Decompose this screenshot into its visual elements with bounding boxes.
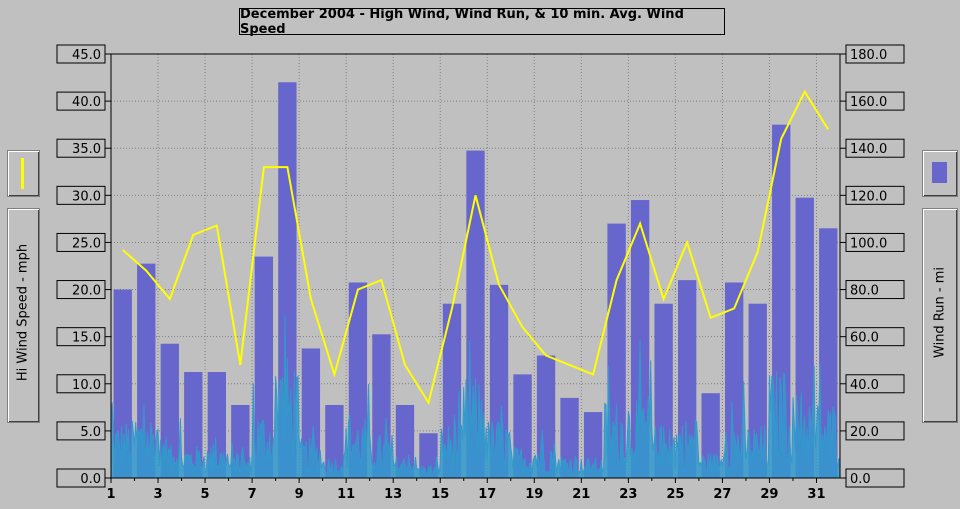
left-tick-box (56, 374, 106, 394)
right-tick-label: 0.0 (850, 472, 871, 487)
x-tick-label: 25 (666, 487, 684, 502)
right-tick-label: 160.0 (850, 95, 887, 110)
legend-wind-run (922, 150, 958, 197)
left-tick-label: 5.0 (80, 425, 101, 440)
left-tick-label: 10.0 (72, 378, 101, 393)
x-tick-label: 21 (572, 487, 590, 502)
bar-wind-run-day-24 (654, 303, 673, 478)
legend-hi-wind-speed (7, 150, 40, 197)
bar-wind-run-day-5 (207, 372, 226, 478)
right-tick-label: 60.0 (850, 331, 879, 346)
left-tick-label: 20.0 (72, 284, 101, 299)
x-tick-label: 1 (106, 487, 115, 502)
right-tick-box (845, 327, 905, 347)
bar-wind-run-day-17 (489, 284, 509, 478)
right-tick-box (845, 185, 905, 205)
trace-avg-wind-speed (110, 315, 841, 479)
left-tick-label: 45.0 (72, 48, 101, 63)
left-tick-box (56, 138, 106, 158)
x-tick-label: 13 (384, 487, 402, 502)
left-tick-box (56, 232, 106, 252)
left-tick-label: 25.0 (72, 236, 101, 251)
right-tick-box (845, 232, 905, 252)
right-axis-label-box: Wind Run - mi (922, 208, 958, 423)
left-axis-label-box: Hi Wind Speed - mph (7, 208, 40, 423)
right-tick-box (845, 138, 905, 158)
legend-hi-wind-swatch (21, 158, 24, 189)
plot-border (110, 53, 841, 479)
x-tick-label: 15 (431, 487, 449, 502)
left-tick-label: 15.0 (72, 331, 101, 346)
x-tick-label: 5 (201, 487, 210, 502)
x-tick-label: 7 (248, 487, 257, 502)
right-tick-label: 20.0 (850, 425, 879, 440)
left-tick-label: 35.0 (72, 142, 101, 157)
chart-title: December 2004 - High Wind, Wind Run, & 1… (239, 7, 725, 37)
bar-wind-run-day-3 (160, 343, 179, 478)
left-tick-box (56, 468, 106, 488)
right-tick-box (845, 468, 905, 488)
x-tick-label: 31 (807, 487, 825, 502)
x-tick-label: 17 (478, 487, 496, 502)
x-tick-label: 9 (295, 487, 304, 502)
bar-wind-run-day-27 (725, 282, 744, 478)
bar-wind-run-day-7 (254, 256, 274, 478)
left-tick-box (56, 327, 106, 347)
bar-wind-run-day-15 (442, 303, 462, 478)
bar-wind-run-day-26 (701, 393, 720, 478)
left-tick-box (56, 91, 106, 111)
x-tick-label: 3 (154, 487, 163, 502)
right-tick-label: 80.0 (850, 284, 879, 299)
right-tick-box (845, 374, 905, 394)
right-tick-label: 120.0 (850, 189, 887, 204)
left-tick-label: 40.0 (72, 95, 101, 110)
x-tick-label: 29 (760, 487, 778, 502)
left-tick-box (56, 185, 106, 205)
left-tick-box (56, 44, 106, 64)
left-tick-box (56, 280, 106, 300)
bar-wind-run-day-22 (607, 223, 626, 478)
bar-wind-run-day-28 (748, 303, 767, 478)
right-tick-label: 40.0 (850, 378, 879, 393)
right-tick-box (845, 280, 905, 300)
right-tick-box (845, 44, 905, 64)
right-tick-label: 100.0 (850, 236, 887, 251)
right-tick-label: 140.0 (850, 142, 887, 157)
right-tick-box (845, 421, 905, 441)
left-tick-label: 30.0 (72, 189, 101, 204)
left-tick-label: 0.0 (80, 472, 101, 487)
right-tick-box (845, 91, 905, 111)
x-tick-label: 11 (337, 487, 355, 502)
x-tick-label: 27 (713, 487, 731, 502)
left-tick-box (56, 421, 106, 441)
legend-wind-run-swatch (932, 162, 947, 183)
x-tick-label: 19 (525, 487, 543, 502)
bar-wind-run-day-10 (325, 404, 344, 478)
bar-wind-run-day-4 (184, 372, 203, 478)
bar-wind-run-day-6 (231, 404, 250, 478)
x-tick-label: 23 (619, 487, 637, 502)
bar-wind-run-day-23 (630, 200, 650, 479)
right-tick-label: 180.0 (850, 48, 887, 63)
